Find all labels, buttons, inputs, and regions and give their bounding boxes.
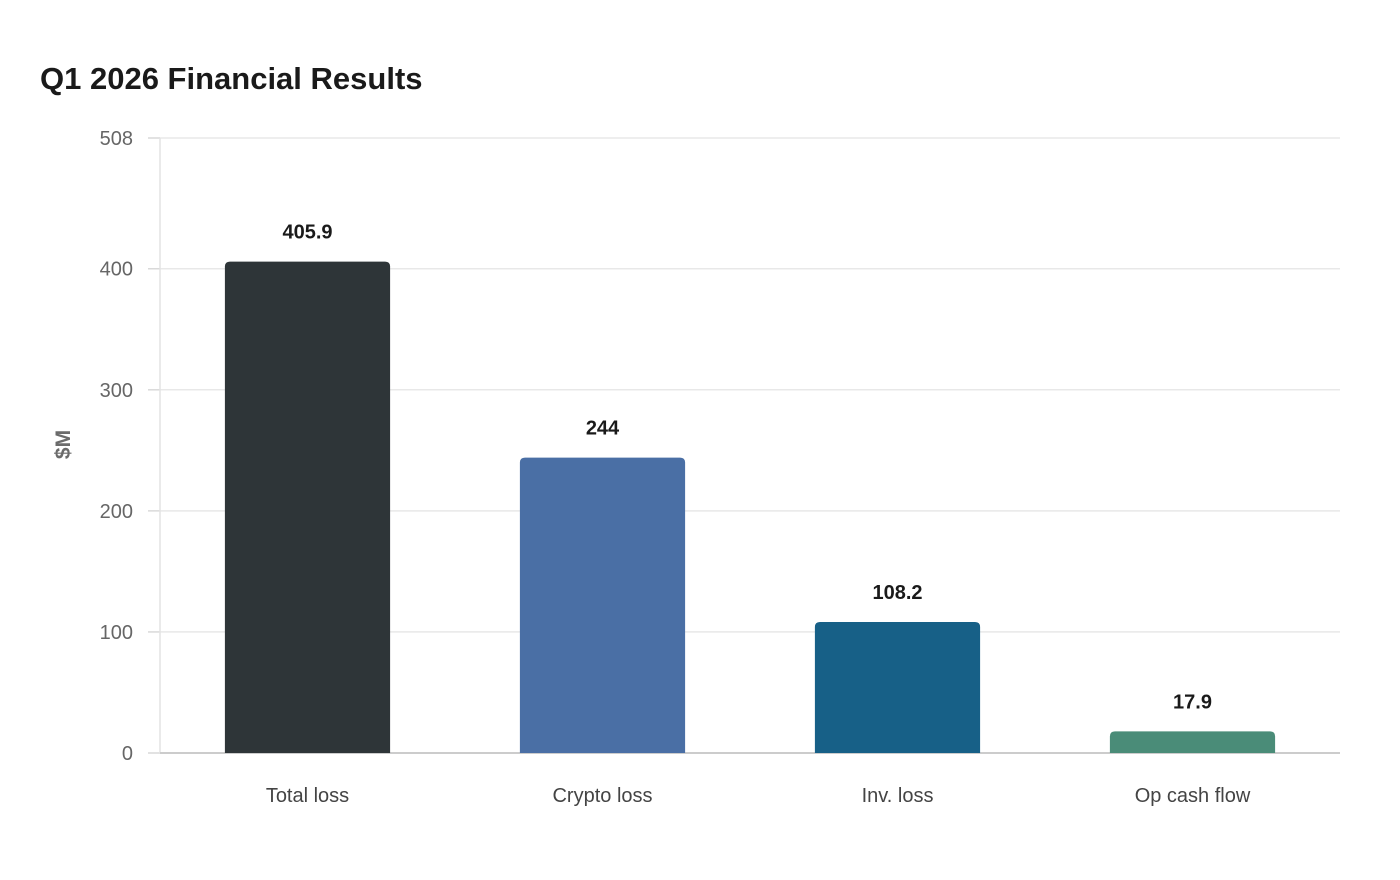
y-tick-label: 0 [122, 743, 133, 765]
y-tick-label: 300 [100, 380, 133, 402]
y-tick-label: 400 [100, 259, 133, 281]
value-label: 108.2 [872, 582, 922, 604]
y-tick-label: 508 [100, 128, 133, 150]
y-tick-label: 200 [100, 501, 133, 523]
bars [224, 261, 1276, 753]
x-tick-label: Crypto loss [552, 785, 652, 807]
value-label: 17.9 [1173, 691, 1212, 713]
x-tick-label: Inv. loss [862, 785, 934, 807]
y-axis-title: $M [52, 430, 75, 459]
value-label: 244 [586, 418, 620, 440]
chart-title: Q1 2026 Financial Results [40, 61, 423, 96]
bar-crypto-loss [519, 457, 686, 753]
bar-total-loss [224, 261, 391, 753]
bar-op-cash-flow [1109, 731, 1276, 753]
x-tick-label: Total loss [266, 785, 349, 807]
value-label: 405.9 [282, 222, 332, 244]
labels: 405.9 Total loss 244 Crypto loss 108.2 Inv. l… [266, 222, 1251, 807]
x-tick-label: Op cash flow [1135, 785, 1251, 807]
y-tick-label: 100 [100, 622, 133, 644]
bar-inv-loss [814, 622, 981, 753]
